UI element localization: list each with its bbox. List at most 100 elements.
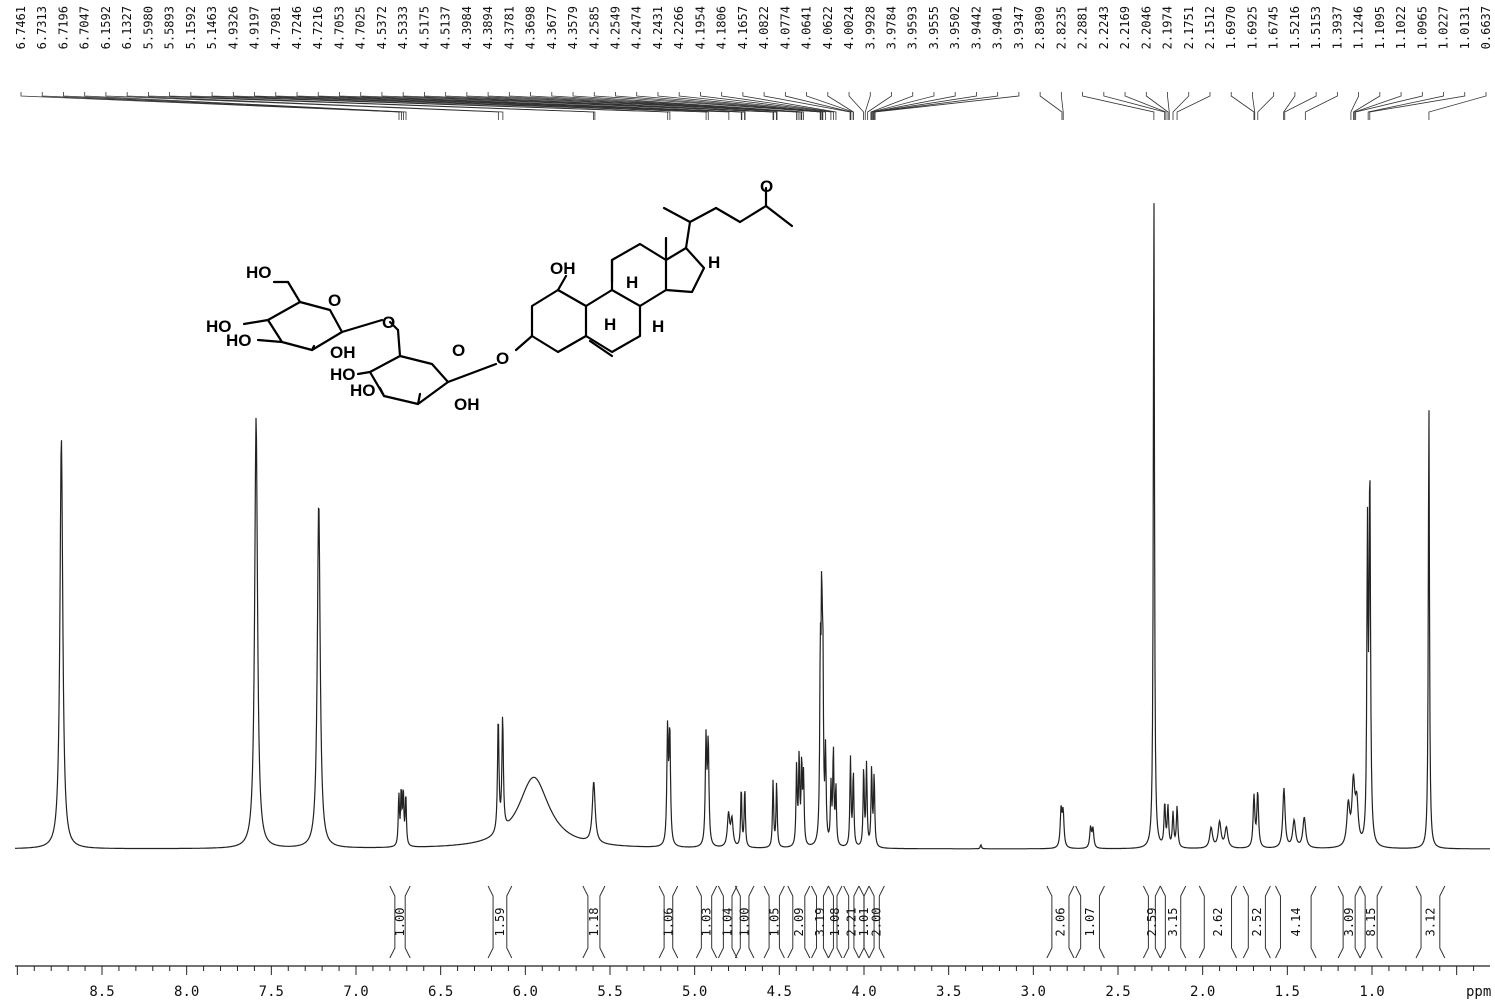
peak-shift-label: 1.1095 bbox=[1373, 6, 1387, 49]
peak-label-connector bbox=[84, 92, 407, 120]
peak-label-connector bbox=[742, 92, 837, 120]
integral-region: 2.09 bbox=[787, 885, 811, 959]
peak-label-connector bbox=[232, 92, 707, 120]
peak-shift-label: 4.7246 bbox=[290, 6, 304, 49]
peak-label-connector bbox=[1176, 92, 1211, 120]
structure-label: HO bbox=[330, 365, 356, 384]
peak-label-connector bbox=[1257, 92, 1275, 120]
x-tick-label: 4.0 bbox=[851, 984, 876, 1000]
peak-label-connector bbox=[636, 92, 823, 120]
integral-bracket-left bbox=[827, 885, 834, 959]
integral-region: 1.01 bbox=[857, 885, 871, 959]
structure-label: H bbox=[604, 315, 616, 334]
integral-bracket-left bbox=[763, 885, 770, 959]
integral-region: 2.06 bbox=[1046, 885, 1075, 959]
peak-label-connector bbox=[41, 92, 402, 120]
peak-label-connector bbox=[721, 92, 834, 120]
peak-shift-label: 4.3781 bbox=[502, 6, 516, 49]
peak-label-connector bbox=[275, 92, 730, 120]
integral-bracket-right bbox=[404, 885, 411, 959]
integral-bracket-right bbox=[778, 885, 785, 959]
peak-shift-label: 1.1246 bbox=[1352, 6, 1366, 49]
peak-shift-label: 1.6925 bbox=[1245, 6, 1259, 49]
chemical-structure: O OH H H H H HO O HO HO OH O HO HO OH O … bbox=[206, 177, 794, 414]
structure-label: HO bbox=[226, 331, 252, 350]
peak-label-connector bbox=[360, 92, 746, 120]
integral-value: 1.00 bbox=[393, 908, 407, 937]
peak-label-connector bbox=[657, 92, 824, 120]
peak-shift-label: 4.1657 bbox=[736, 6, 750, 49]
peak-label-connector bbox=[147, 92, 594, 120]
peak-label-connector bbox=[381, 92, 774, 120]
peak-shift-label: 3.9347 bbox=[1012, 6, 1026, 49]
peak-shift-label: 4.0622 bbox=[821, 6, 835, 49]
integral-region: 1.00 bbox=[734, 885, 755, 959]
integral-value: 3.15 bbox=[1166, 908, 1180, 937]
peak-label-connector bbox=[678, 92, 827, 120]
peak-label-connector bbox=[105, 92, 499, 120]
peak-label-connector bbox=[1354, 92, 1402, 120]
peak-label-connector bbox=[254, 92, 709, 120]
peak-shift-label: 3.9555 bbox=[927, 6, 941, 49]
peak-label-connector bbox=[873, 92, 999, 120]
peak-shift-label: 2.2046 bbox=[1139, 6, 1153, 49]
integral-bracket-right bbox=[1231, 885, 1237, 959]
peak-shift-label: 1.6970 bbox=[1224, 6, 1238, 49]
integral-bracket-left bbox=[695, 885, 702, 959]
integral-region: 1.00 bbox=[389, 885, 411, 959]
integral-value: 4.14 bbox=[1289, 908, 1303, 937]
integral-value: 2.52 bbox=[1250, 908, 1264, 937]
peak-label-connector bbox=[1304, 92, 1338, 120]
peak-shift-label: 4.0822 bbox=[757, 6, 771, 49]
integral-bracket-left bbox=[1046, 885, 1053, 959]
peak-shift-label: 6.7461 bbox=[14, 6, 28, 49]
x-axis-label: ppm bbox=[1466, 984, 1491, 1000]
peak-label-connector bbox=[126, 92, 504, 120]
peak-shift-label: 4.1954 bbox=[693, 6, 707, 49]
integral-region: 1.05 bbox=[763, 885, 785, 959]
peak-label-connector bbox=[1428, 92, 1487, 120]
x-tick-label: 3.0 bbox=[1021, 984, 1046, 1000]
structure-label: O bbox=[496, 349, 509, 368]
peak-shift-label: 4.0641 bbox=[800, 6, 814, 49]
structure-label: OH bbox=[550, 259, 576, 278]
peak-shift-label: 3.9593 bbox=[906, 6, 920, 49]
bond bbox=[356, 370, 372, 376]
bond bbox=[610, 242, 668, 308]
peak-label-connector bbox=[871, 92, 935, 120]
integral-region: 1.08 bbox=[827, 885, 843, 959]
integral-region: 3.12 bbox=[1415, 885, 1446, 959]
peak-shift-label: 4.1806 bbox=[715, 6, 729, 49]
integral-bracket-right bbox=[863, 885, 870, 959]
integral-bracket-left bbox=[1415, 885, 1422, 959]
peak-label-connector bbox=[296, 92, 742, 120]
integral-region: 3.09 bbox=[1337, 885, 1361, 959]
integral-bracket-left bbox=[1275, 885, 1281, 959]
structure-label: HO bbox=[246, 263, 272, 282]
structure-label: HO bbox=[350, 381, 376, 400]
peak-label-connector bbox=[20, 92, 400, 120]
peak-shift-label: 4.2549 bbox=[608, 6, 622, 49]
peak-shift-label: 2.2881 bbox=[1076, 6, 1090, 49]
integral-value: 1.06 bbox=[661, 908, 675, 937]
integral-bracket-right bbox=[1154, 885, 1161, 959]
integral-region: 1.03 bbox=[695, 885, 718, 959]
peak-label-connector bbox=[190, 92, 669, 120]
x-axis-ticks: 8.5 8.0 7.5 7.0 6.5 6.0 5.5 5.0 4.5 4.0 3.5 3.0 2.5 2… bbox=[16, 966, 1475, 1000]
peak-label-connector bbox=[806, 92, 854, 120]
bond bbox=[446, 362, 498, 384]
integral-region: 1.04 bbox=[717, 885, 738, 959]
integral-bracket-right bbox=[1264, 885, 1271, 959]
integral-value: 1.03 bbox=[700, 908, 714, 937]
integral-value: 1.01 bbox=[857, 908, 871, 937]
peak-label-connector bbox=[445, 92, 778, 120]
peak-shift-label: 4.3579 bbox=[566, 6, 580, 49]
integral-bracket-left bbox=[811, 885, 818, 959]
integral-bracket-left bbox=[1198, 885, 1205, 959]
integral-bracket-left bbox=[487, 885, 494, 959]
peak-label-connector bbox=[1367, 92, 1444, 120]
x-tick-label: 6.5 bbox=[428, 984, 453, 1000]
peak-label-connector bbox=[1124, 92, 1167, 120]
peak-shift-label: 3.9401 bbox=[991, 6, 1005, 49]
peak-label-connector bbox=[169, 92, 596, 120]
